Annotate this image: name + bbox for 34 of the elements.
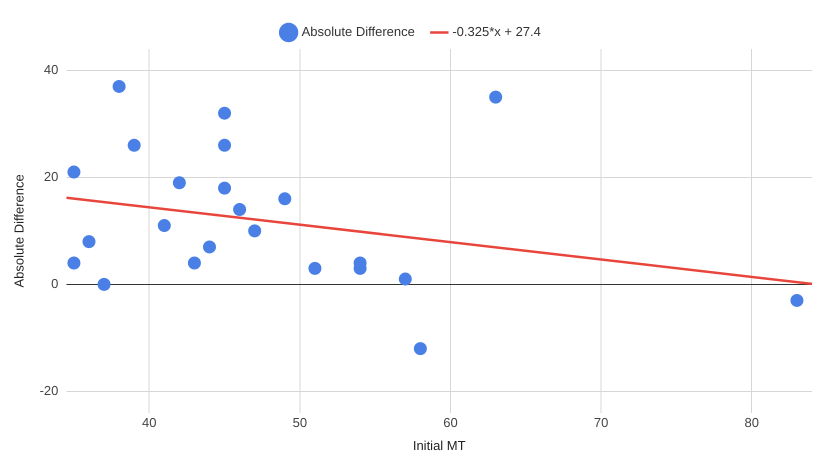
y-tick-label: 0 [51, 276, 58, 291]
x-axis-title: Initial MT [412, 438, 466, 453]
y-tick-label: -20 [40, 382, 58, 398]
point [188, 256, 201, 270]
point [82, 235, 96, 248]
y-axis-title: Absolute Difference [11, 174, 26, 288]
point [218, 138, 232, 152]
x-tick-label: 70 [594, 415, 608, 430]
point [414, 342, 427, 356]
point [218, 106, 232, 120]
x-tick-label: 80 [744, 415, 759, 430]
x-tick-label: 40 [142, 415, 156, 430]
x-tick-label: 60 [443, 415, 458, 430]
point [489, 90, 502, 104]
point [158, 219, 171, 232]
point [67, 166, 80, 179]
point [112, 80, 126, 93]
point [128, 138, 141, 152]
point [172, 176, 186, 190]
point [202, 240, 216, 254]
point [278, 192, 292, 206]
point [790, 294, 804, 307]
point [67, 256, 80, 270]
x-tick-label: 50 [292, 415, 308, 430]
point [98, 278, 111, 291]
point [233, 203, 246, 216]
legend-label: Absolute Difference [302, 24, 415, 40]
point [308, 262, 322, 275]
point [398, 272, 412, 286]
point [218, 182, 232, 195]
y-tick-label: 20 [44, 168, 58, 184]
legend-label: -0.325*x + 27.4 [452, 24, 541, 40]
y-tick-label: 40 [44, 62, 58, 77]
point [248, 224, 262, 238]
